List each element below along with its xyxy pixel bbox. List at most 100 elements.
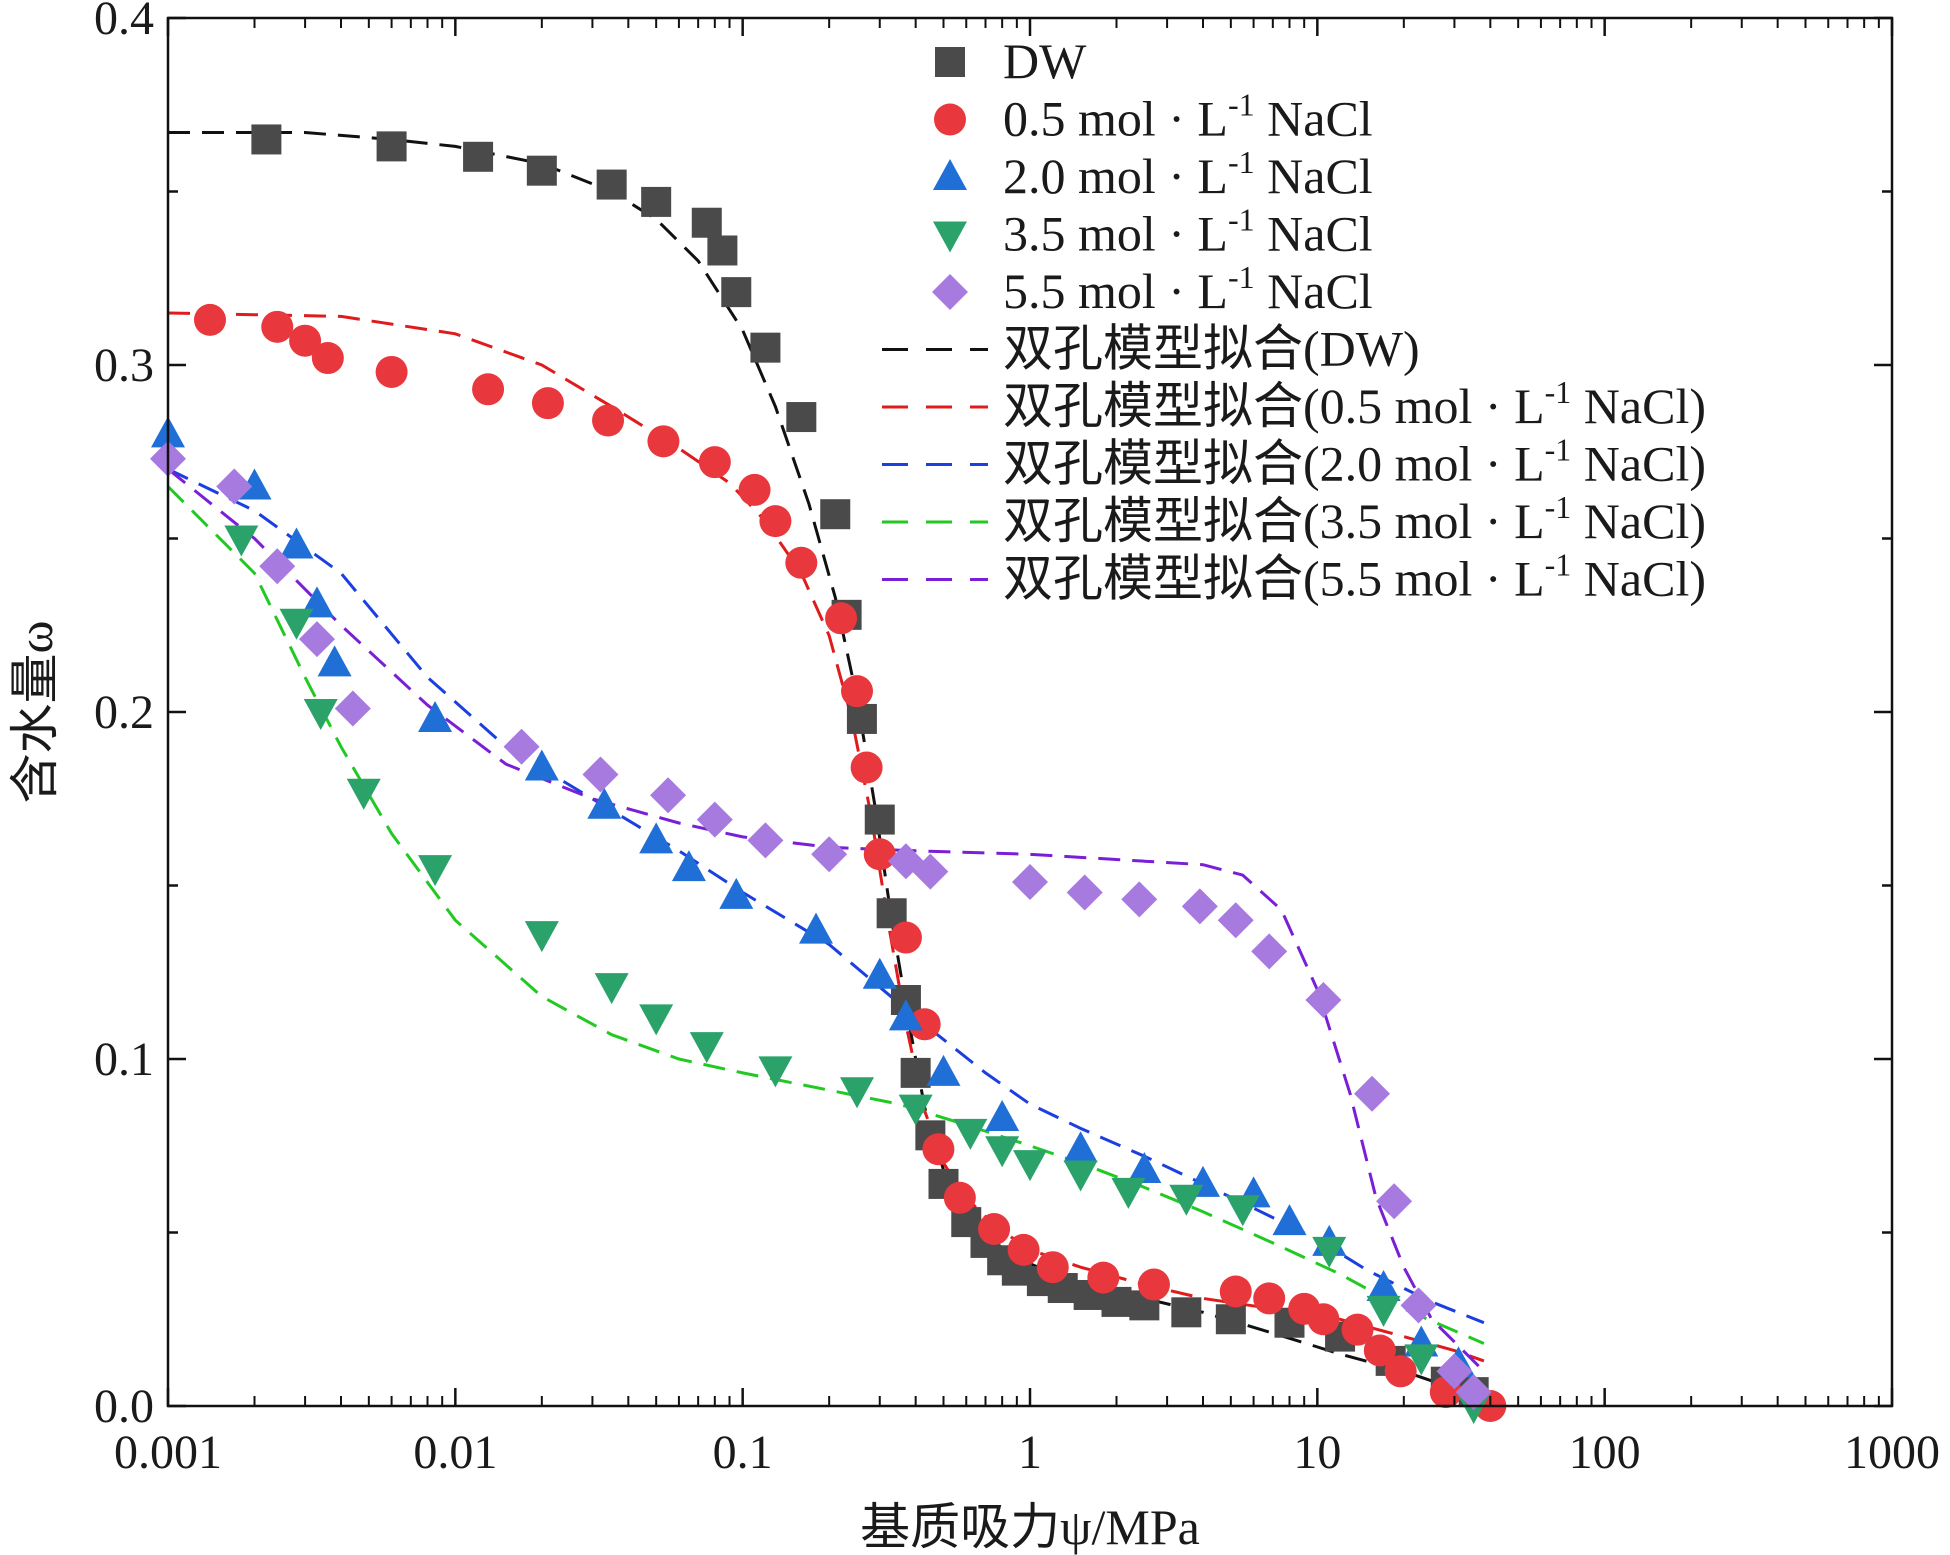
data-point — [953, 1118, 988, 1150]
data-point — [587, 787, 622, 819]
data-points — [150, 124, 1507, 1424]
data-point — [650, 777, 687, 814]
data-point — [978, 1213, 1011, 1246]
data-point — [524, 749, 559, 781]
data-point — [1066, 874, 1103, 911]
x-tick-label: 10 — [1293, 1426, 1341, 1479]
data-point — [1171, 1297, 1202, 1328]
data-point — [898, 1094, 933, 1126]
y-tick-label: 0.1 — [94, 1033, 154, 1086]
data-point — [639, 822, 674, 854]
data-point — [463, 141, 494, 172]
data-point — [1312, 1236, 1347, 1268]
data-point — [985, 1136, 1020, 1168]
data-point — [279, 608, 314, 640]
data-point — [261, 310, 294, 343]
data-point — [531, 387, 564, 420]
data-point — [747, 822, 784, 859]
data-point — [840, 1077, 875, 1109]
data-point — [888, 999, 923, 1031]
data-point — [418, 700, 453, 732]
legend-label: 5.5 mol · L-1 NaCl — [1003, 259, 1373, 319]
data-point — [1137, 1268, 1170, 1301]
data-point — [1363, 1334, 1396, 1367]
data-point — [526, 155, 557, 186]
data-point — [922, 1133, 955, 1166]
data-point — [1063, 1131, 1098, 1163]
legend-marker — [933, 159, 967, 190]
data-point — [820, 499, 851, 530]
data-point — [698, 446, 731, 479]
data-point — [592, 404, 625, 437]
data-point — [786, 402, 817, 433]
x-axis-label: 基质吸力ψ/MPa — [860, 1499, 1200, 1555]
data-point — [738, 473, 771, 506]
y-tick-label: 0.4 — [94, 0, 154, 45]
x-tick-label: 100 — [1569, 1426, 1641, 1479]
legend-label: 双孔模型拟合(DW) — [1003, 321, 1420, 377]
legend-label: 2.0 mol · L-1 NaCl — [1003, 144, 1373, 204]
data-point — [1181, 888, 1218, 925]
y-tick-label: 0.3 — [94, 339, 154, 392]
data-point — [1036, 1251, 1069, 1284]
data-point — [912, 853, 949, 890]
data-point — [846, 703, 877, 734]
x-tick-label: 0.001 — [114, 1426, 222, 1479]
data-point — [346, 778, 381, 810]
data-point — [1012, 864, 1048, 901]
data-point — [707, 235, 738, 266]
data-point — [639, 1004, 674, 1036]
legend-label: 双孔模型拟合(3.5 mol · L-1 NaCl) — [1003, 489, 1706, 549]
data-point — [317, 645, 352, 677]
data-point — [1111, 1177, 1146, 1209]
data-point — [889, 921, 922, 954]
data-point — [1121, 881, 1158, 918]
y-axis-label: 含水量ω — [7, 621, 63, 804]
fit-curve — [167, 467, 1485, 1373]
fit-curve — [167, 467, 1485, 1325]
data-point — [900, 1057, 931, 1088]
data-point — [224, 525, 259, 557]
data-point — [251, 124, 282, 155]
legend-label: 双孔模型拟合(2.0 mol · L-1 NaCl) — [1003, 432, 1706, 492]
x-tick-label: 1 — [1018, 1426, 1042, 1479]
data-point — [1013, 1150, 1047, 1182]
data-point — [216, 468, 253, 505]
data-point — [1366, 1295, 1401, 1327]
data-point — [1354, 1075, 1391, 1112]
data-point — [641, 186, 672, 217]
data-point — [1007, 1233, 1040, 1266]
data-point — [1087, 1261, 1120, 1294]
data-point — [1217, 902, 1254, 939]
data-point — [785, 546, 818, 579]
data-point — [303, 699, 338, 730]
x-tick-label: 1000 — [1844, 1426, 1940, 1479]
data-point — [841, 675, 874, 708]
data-point — [985, 1099, 1020, 1131]
data-point — [863, 838, 896, 871]
data-point — [1127, 1152, 1162, 1184]
data-point — [1341, 1313, 1374, 1346]
data-point — [1305, 982, 1342, 1019]
data-point — [311, 342, 344, 375]
data-point — [334, 690, 371, 727]
data-point — [1169, 1184, 1204, 1216]
data-point — [689, 1032, 724, 1064]
data-point — [1455, 1374, 1492, 1411]
axis-ticks: 0.001 0.01 0.1 1 10 100 1000 0.0 0.1 0.2 0.3 0.4 — [94, 0, 1940, 1479]
y-tick-label: 0.2 — [94, 686, 154, 739]
legend-marker — [933, 221, 967, 253]
data-point — [799, 912, 834, 944]
data-point — [279, 527, 314, 559]
data-point — [1400, 1287, 1437, 1324]
data-point — [758, 1056, 793, 1088]
legend-label: 3.5 mol · L-1 NaCl — [1003, 202, 1373, 262]
data-point — [647, 425, 680, 458]
data-point — [908, 1008, 941, 1041]
data-point — [1215, 1304, 1246, 1335]
fit-curve — [166, 485, 1485, 1345]
legend-label: 双孔模型拟合(5.5 mol · L-1 NaCl) — [1003, 547, 1706, 607]
